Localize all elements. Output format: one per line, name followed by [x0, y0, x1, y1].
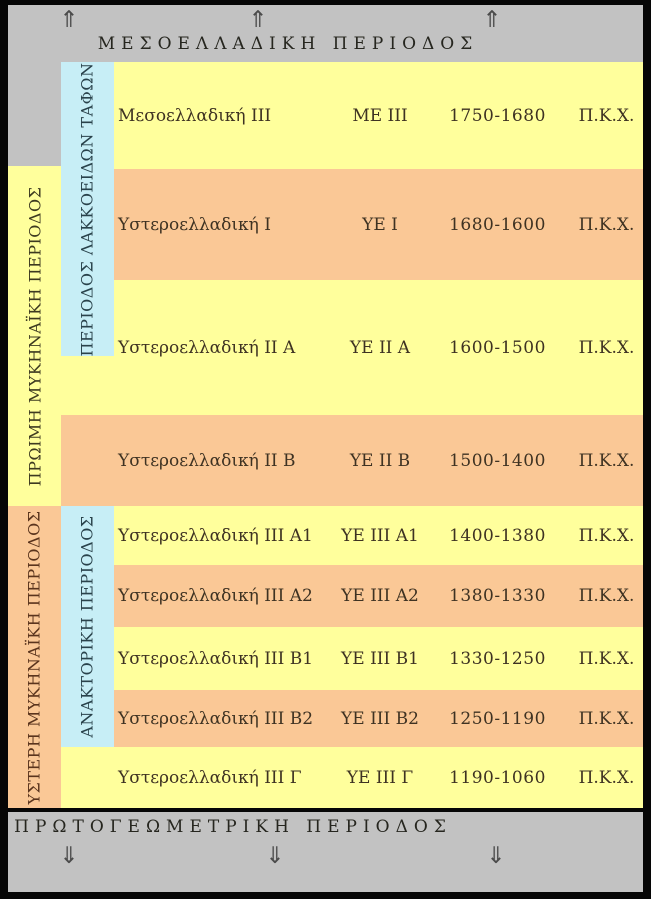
period-name: Υστεροελλαδική II B — [118, 450, 296, 471]
period-dates: 1190-1060 — [449, 767, 546, 788]
era-label: Π.Κ.Χ. — [578, 105, 635, 126]
table-row-ye-i: Υστεροελλαδική I ΥΕ Ι 1680-1600 Π.Κ.Χ. — [61, 169, 643, 280]
period-abbr: ΥΕ ΙΙ Α — [349, 337, 411, 358]
table-row-ye-iii-a1: Υστεροελλαδική III A1 ΥΕ ΙΙΙ Α1 1400-138… — [61, 506, 643, 565]
table-row-ye-ii-a: Υστεροελλαδική II A ΥΕ ΙΙ Α 1600-1500 Π.… — [61, 280, 643, 415]
period-dates: 1330-1250 — [449, 648, 546, 669]
era-label: Π.Κ.Χ. — [578, 648, 635, 669]
period-dates: 1600-1500 — [449, 337, 546, 358]
era-column-shaft-grave-period: ΠΕΡΙΟΔΟΣ ΛΑΚΚΟΕΙΔΩΝ ΤΑΦΩΝ — [61, 62, 114, 356]
era-column-label: ΥΣΤΕΡΗ ΜΥΚΗΝΑΪΚΗ ΠΕΡΙΟΔΟΣ — [25, 509, 45, 805]
table-row-ye-iii-b2: Υστεροελλαδική III B2 ΥΕ ΙΙΙ Β2 1250-119… — [61, 690, 643, 747]
column-filler — [61, 356, 114, 415]
table-row-me-iii: Μεσοελλαδική III ΜΕ ΙΙΙ 1750-1680 Π.Κ.Χ. — [61, 62, 643, 169]
era-label: Π.Κ.Χ. — [578, 586, 635, 606]
era-column-label: ΠΕΡΙΟΔΟΣ ΛΑΚΚΟΕΙΔΩΝ ΤΑΦΩΝ — [78, 62, 97, 356]
table-row-ye-iii-a2: Υστεροελλαδική III A2 ΥΕ ΙΙΙ Α2 1380-133… — [61, 565, 643, 627]
diagram-background: ⇑ ⇑ ⇑ ΜΕΣΟΕΛΛΑΔΙΚΗ ΠΕΡΙΟΔΟΣ Μεσοελλαδική… — [8, 5, 643, 892]
period-name: Υστεροελλαδική III A2 — [118, 586, 313, 606]
period-abbr: ΥΕ ΙΙ Β — [349, 450, 411, 471]
up-arrow-icon: ⇑ — [482, 7, 502, 33]
period-name: Μεσοελλαδική III — [118, 105, 272, 126]
period-dates: 1250-1190 — [449, 708, 546, 729]
down-arrow-icon: ⇓ — [265, 843, 285, 869]
era-column-label: ΑΝΑΚΤΟΡΙΚΗ ΠΕΡΙΟΔΟΣ — [78, 515, 97, 738]
table-row-ye-iii-b1: Υστεροελλαδική III B1 ΥΕ ΙΙΙ Β1 1330-125… — [61, 627, 643, 690]
period-name: Υστεροελλαδική III B1 — [118, 648, 314, 669]
period-abbr: ΥΕ ΙΙΙ Β2 — [341, 708, 419, 729]
period-name: Υστεροελλαδική I — [118, 214, 271, 235]
period-abbr: ΥΕ ΙΙΙ Α1 — [341, 525, 419, 546]
era-label: Π.Κ.Χ. — [578, 450, 635, 471]
period-dates: 1680-1600 — [449, 214, 546, 235]
down-arrow-icon: ⇓ — [486, 843, 506, 869]
era-column-late-mycenaean-period: ΥΣΤΕΡΗ ΜΥΚΗΝΑΪΚΗ ΠΕΡΙΟΔΟΣ — [8, 506, 61, 808]
period-dates: 1380-1330 — [449, 586, 546, 606]
era-column-palatial-period: ΑΝΑΚΤΟΡΙΚΗ ΠΕΡΙΟΔΟΣ — [61, 506, 114, 747]
bottom-band-title: ΠΡΩΤΟΓΕΩΜΕΤΡΙΚΗ ΠΕΡΙΟΔΟΣ — [14, 817, 452, 837]
period-abbr: ΥΕ ΙΙΙ Γ — [346, 767, 414, 788]
era-label: Π.Κ.Χ. — [578, 708, 635, 729]
period-abbr: ΥΕ ΙΙΙ Α2 — [341, 586, 419, 606]
up-arrow-icon: ⇑ — [248, 7, 268, 33]
period-abbr: ΥΕ Ι — [362, 214, 398, 235]
top-band-title: ΜΕΣΟΕΛΛΑΔΙΚΗ ΠΕΡΙΟΔΟΣ — [97, 34, 479, 54]
era-column-label: ΠΡΩΙΜΗ ΜΥΚΗΝΑΪΚΗ ΠΕΡΙΟΔΟΣ — [25, 186, 45, 486]
period-dates: 1750-1680 — [449, 105, 546, 126]
period-dates: 1400-1380 — [449, 525, 546, 546]
period-abbr: ΥΕ ΙΙΙ Β1 — [341, 648, 419, 669]
era-label: Π.Κ.Χ. — [578, 337, 635, 358]
period-dates: 1500-1400 — [449, 450, 546, 471]
period-name: Υστεροελλαδική III B2 — [118, 708, 314, 729]
up-arrow-icon: ⇑ — [59, 7, 79, 33]
era-label: Π.Κ.Χ. — [578, 214, 635, 235]
era-label: Π.Κ.Χ. — [578, 767, 635, 788]
period-name: Υστεροελλαδική III A1 — [118, 525, 313, 546]
period-name: Υστεροελλαδική III Γ — [118, 767, 302, 788]
table-row-ye-iii-g: Υστεροελλαδική III Γ ΥΕ ΙΙΙ Γ 1190-1060 … — [61, 747, 643, 808]
down-arrow-icon: ⇓ — [59, 843, 79, 869]
separator-line — [8, 808, 643, 812]
period-name: Υστεροελλαδική II A — [118, 337, 296, 358]
era-label: Π.Κ.Χ. — [578, 525, 635, 546]
era-column-early-mycenaean-period: ΠΡΩΙΜΗ ΜΥΚΗΝΑΪΚΗ ΠΕΡΙΟΔΟΣ — [8, 166, 61, 506]
table-row-ye-ii-b: Υστεροελλαδική II B ΥΕ ΙΙ Β 1500-1400 Π.… — [61, 415, 643, 506]
period-abbr: ΜΕ ΙΙΙ — [352, 105, 408, 126]
